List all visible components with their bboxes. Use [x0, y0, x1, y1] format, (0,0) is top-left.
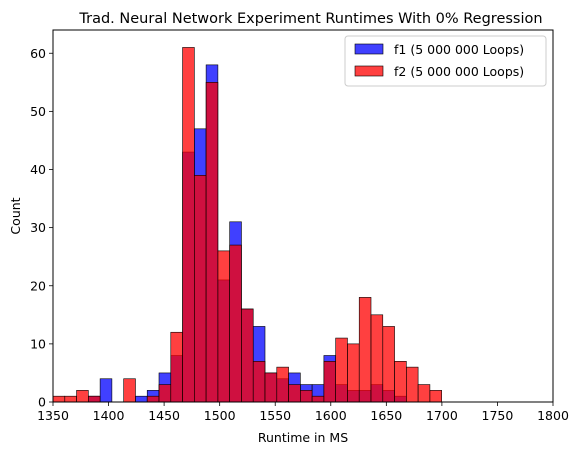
bar-f2-bin-16 — [241, 309, 253, 402]
bar-f2-bin-0 — [53, 396, 65, 402]
bar-f2-bin-8 — [147, 396, 159, 402]
bar-f2-bin-3 — [88, 396, 100, 402]
bar-f2-bin-32 — [430, 390, 442, 402]
bar-f2-bin-17 — [253, 361, 265, 402]
bar-f1-bin-7 — [135, 396, 147, 402]
bar-f2-bin-14 — [218, 251, 230, 402]
bar-f2-bin-20 — [289, 385, 301, 402]
bar-f2-bin-26 — [359, 297, 371, 402]
bar-f2-bin-28 — [383, 326, 395, 402]
y-tick-label: 40 — [30, 162, 46, 177]
bar-f2-bin-18 — [265, 373, 277, 402]
x-tick-label: 1600 — [315, 408, 347, 423]
x-tick-label: 1650 — [370, 408, 402, 423]
legend-swatch-f2 — [355, 66, 383, 76]
y-tick-label: 60 — [30, 46, 46, 61]
bar-f2-bin-10 — [171, 332, 183, 402]
bar-f2-bin-2 — [77, 390, 89, 402]
bar-f2-bin-29 — [395, 361, 407, 402]
bar-f2-bin-31 — [418, 385, 430, 402]
x-axis-ticks: 1350 1400 1450 1500 1550 1600 1650 1700 1750 1800 — [37, 402, 569, 423]
legend: f1 (5 000 000 Loops) f2 (5 000 000 Loops… — [345, 36, 546, 86]
x-tick-label: 1400 — [93, 408, 125, 423]
x-axis-label: Runtime in MS — [258, 430, 348, 445]
bar-f1-bin-4 — [100, 379, 112, 402]
x-tick-label: 1450 — [148, 408, 180, 423]
bar-f2-bin-11 — [183, 47, 195, 402]
x-tick-label: 1500 — [204, 408, 236, 423]
y-tick-label: 30 — [30, 220, 46, 235]
series-f2-bars — [53, 47, 442, 402]
x-tick-label: 1700 — [426, 408, 458, 423]
legend-label-f2: f2 (5 000 000 Loops) — [394, 64, 524, 79]
bar-f2-bin-21 — [300, 390, 312, 402]
bar-f2-bin-15 — [230, 245, 242, 402]
bar-f2-bin-24 — [336, 338, 348, 402]
x-tick-label: 1750 — [482, 408, 514, 423]
bar-f2-bin-23 — [324, 361, 336, 402]
legend-label-f1: f1 (5 000 000 Loops) — [394, 42, 524, 57]
y-tick-label: 50 — [30, 104, 46, 119]
chart-title: Trad. Neural Network Experiment Runtimes… — [78, 11, 542, 27]
bar-f2-bin-13 — [206, 82, 218, 402]
bar-f2-bin-25 — [347, 344, 359, 402]
x-tick-label: 1350 — [37, 408, 69, 423]
y-axis-label: Count — [8, 197, 23, 234]
x-tick-label: 1800 — [537, 408, 569, 423]
bar-f2-bin-27 — [371, 315, 383, 402]
x-tick-label: 1550 — [259, 408, 291, 423]
y-tick-label: 20 — [30, 278, 46, 293]
bar-f2-bin-12 — [194, 175, 206, 402]
y-axis-ticks: 0 10 20 30 40 50 60 — [30, 46, 53, 410]
y-tick-label: 10 — [30, 336, 46, 351]
bar-f2-bin-19 — [277, 367, 289, 402]
bar-f2-bin-9 — [159, 385, 171, 402]
bar-f2-bin-30 — [406, 367, 418, 402]
bar-f2-bin-22 — [312, 396, 324, 402]
bar-f2-bin-1 — [65, 396, 77, 402]
legend-swatch-f1 — [355, 44, 383, 54]
y-tick-label: 0 — [38, 395, 46, 410]
bar-f2-bin-6 — [124, 379, 136, 402]
